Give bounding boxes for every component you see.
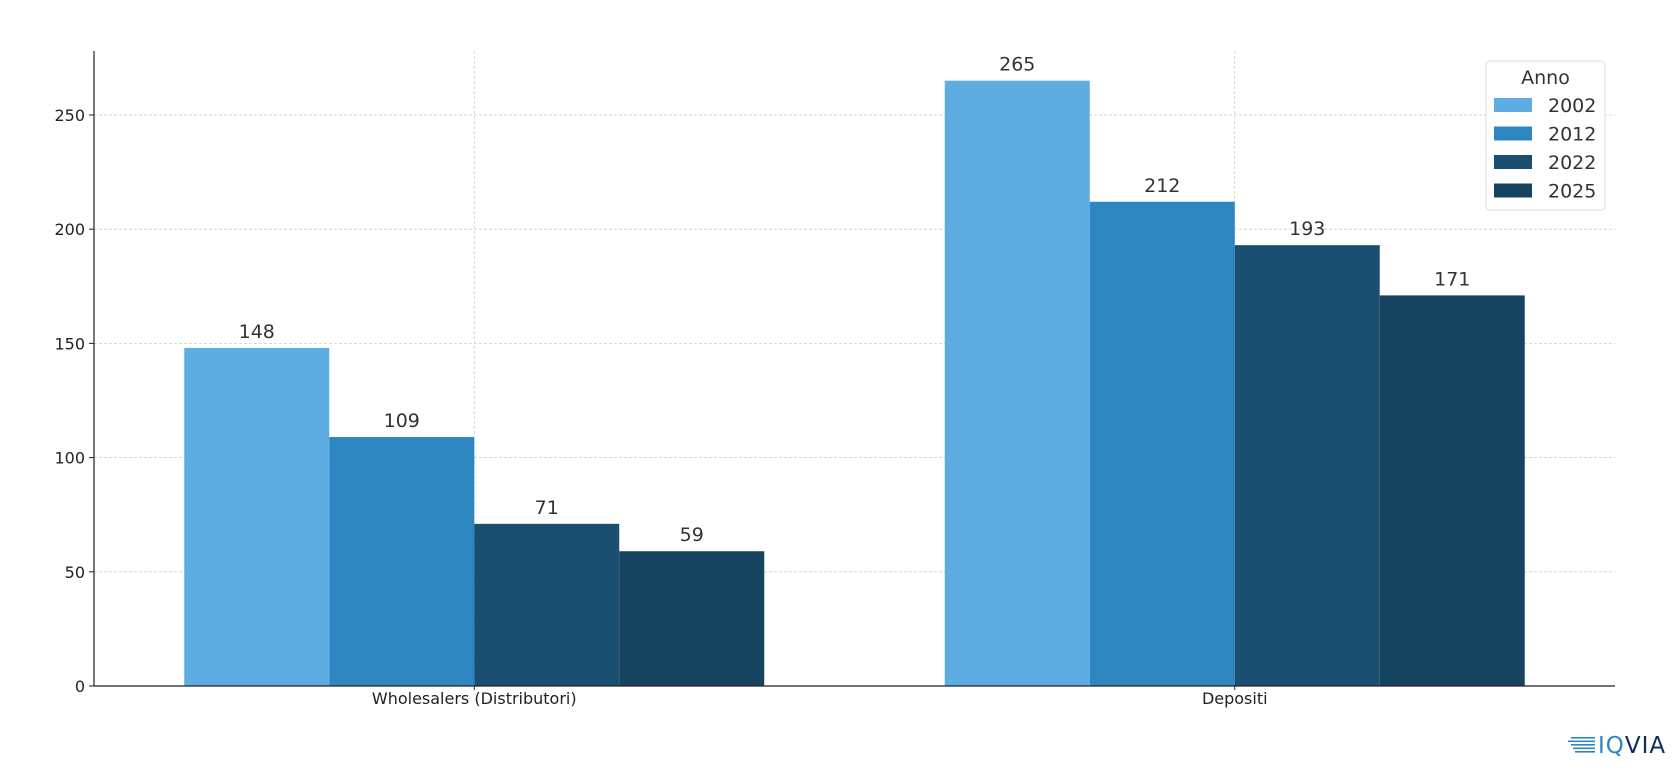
data-label: 109	[384, 410, 420, 432]
x-tick-label: Depositi	[1202, 689, 1268, 708]
logo-text-iq: IQ	[1598, 733, 1625, 759]
y-tick-label: 250	[54, 106, 85, 125]
legend: Anno 2002 2012 2022 2025	[1485, 60, 1606, 211]
iqvia-stripes-icon	[1568, 737, 1595, 753]
data-label: 212	[1144, 175, 1180, 197]
bar-2022-1	[1234, 245, 1380, 687]
bar-2025-0	[619, 551, 765, 686]
legend-title: Anno	[1521, 67, 1570, 89]
legend-entry-2022: 2022	[1548, 152, 1596, 174]
data-label: 71	[535, 497, 559, 519]
legend-swatch-2025	[1494, 183, 1532, 198]
y-tick-label: 150	[54, 334, 85, 353]
x-tick-label: Wholesalers (Distributori)	[372, 689, 577, 708]
data-label: 171	[1434, 268, 1470, 290]
bars	[184, 80, 1525, 687]
y-tick-label: 50	[65, 563, 85, 582]
legend-entry-2025: 2025	[1548, 181, 1596, 203]
svg-text:IQVIA: IQVIA	[1598, 733, 1666, 759]
bar-2012-1	[1089, 201, 1235, 686]
legend-swatch-2002	[1494, 98, 1532, 112]
bar-2025-1	[1379, 295, 1525, 686]
data-label: 193	[1289, 218, 1325, 240]
axes: 0 50 100 150 200 250 Wholesalers (Distributori…	[54, 51, 1615, 708]
legend-entry-2002: 2002	[1548, 95, 1596, 117]
bar-2022-0	[474, 523, 620, 686]
legend-swatch-2022	[1494, 155, 1532, 169]
y-tick-label: 0	[75, 677, 85, 696]
y-tick-label: 100	[54, 449, 85, 468]
y-tick-label: 200	[54, 220, 85, 239]
iqvia-logo: IQVIA	[1568, 733, 1666, 759]
legend-swatch-2012	[1494, 126, 1532, 141]
data-label: 148	[239, 321, 275, 343]
bar-2002-1	[944, 80, 1090, 687]
data-labels: 148 265 109 212 71 193 59 171	[239, 54, 1471, 547]
legend-entry-2012: 2012	[1548, 124, 1596, 146]
data-label: 59	[680, 524, 704, 546]
bar-2002-0	[184, 347, 330, 686]
data-label: 265	[999, 54, 1035, 76]
logo-text-via: VIA	[1625, 733, 1666, 759]
bar-2012-0	[329, 437, 475, 686]
